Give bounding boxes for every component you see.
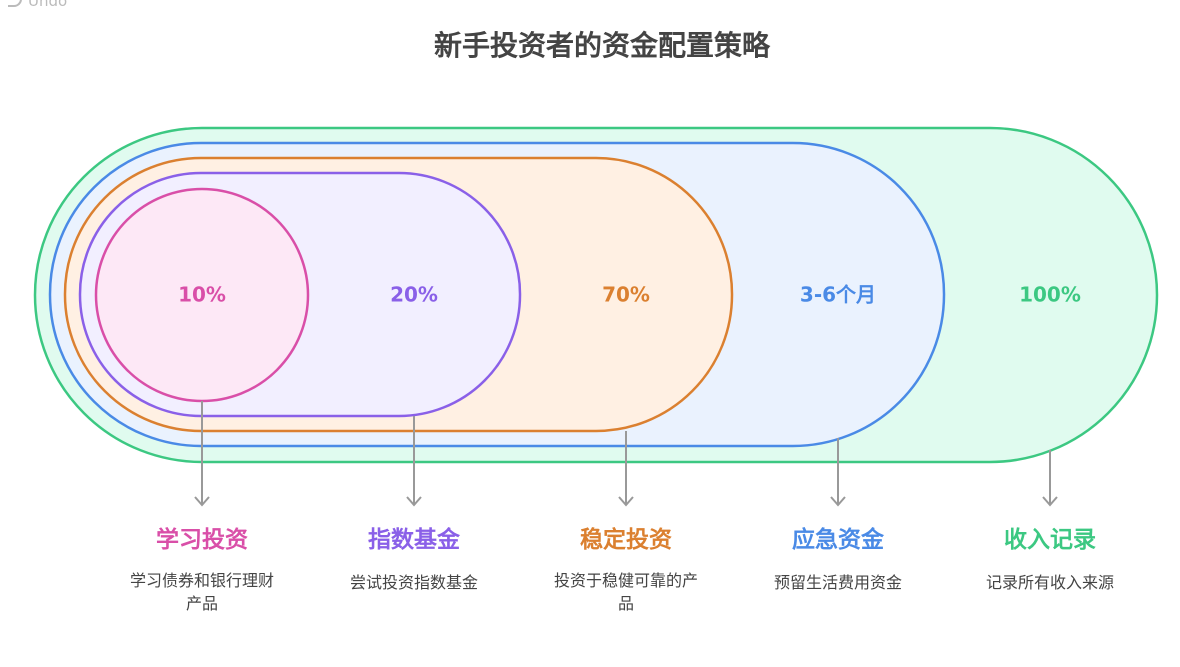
value-index-fund: 20% (390, 283, 438, 307)
desc-emergency: 预留生活费用资金 (774, 573, 902, 592)
arrow-emergency (830, 438, 846, 507)
title-stable: 稳定投资 (580, 526, 672, 553)
desc-learning-line1: 学习债券和银行理财 (130, 571, 274, 590)
desc-learning-line2: 产品 (186, 594, 218, 613)
page-title: 新手投资者的资金配置策略 (434, 29, 771, 62)
arrow-stable (618, 431, 634, 507)
value-income: 100% (1019, 283, 1081, 307)
title-income: 收入记录 (1004, 526, 1096, 553)
undo-label: Undo (28, 0, 68, 10)
desc-index-fund: 尝试投资指数基金 (350, 573, 478, 592)
value-stable: 70% (602, 283, 650, 307)
title-learning: 学习投资 (156, 526, 248, 553)
title-index-fund: 指数基金 (368, 526, 461, 553)
arrow-income (1042, 450, 1058, 507)
desc-stable-line1: 投资于稳健可靠的产 (554, 571, 698, 590)
desc-stable-line2: 品 (618, 594, 634, 613)
value-emergency: 3-6个月 (800, 283, 876, 307)
arrow-learning (194, 401, 210, 507)
desc-income: 记录所有收入来源 (986, 573, 1114, 592)
value-learning: 10% (178, 283, 226, 307)
undo-button[interactable]: Undo (8, 0, 67, 10)
arrow-index-fund (406, 416, 422, 507)
title-emergency: 应急资金 (792, 526, 885, 553)
